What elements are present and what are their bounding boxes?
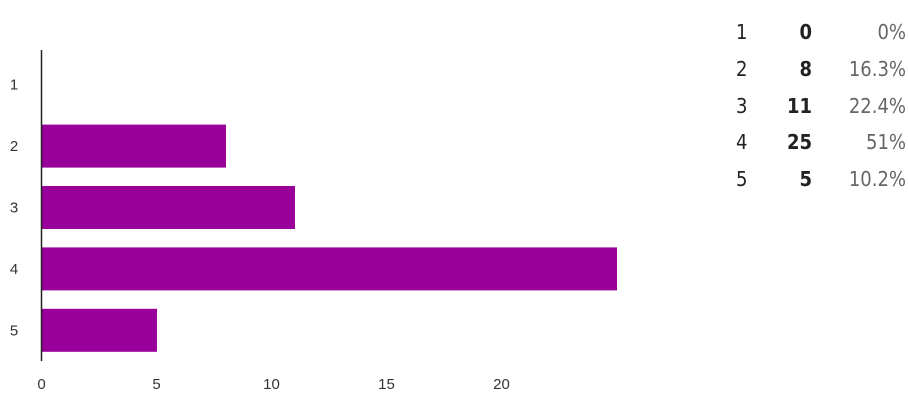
summary-rating: 2 (736, 57, 748, 82)
summary-percent: 10.2% (848, 167, 906, 192)
y-tick-label: 2 (10, 138, 18, 155)
summary-percent: 51% (866, 130, 906, 155)
summary-count: 8 (799, 57, 812, 82)
summary-percent: 0% (877, 20, 906, 45)
summary-rating: 5 (736, 167, 748, 192)
bar-3 (42, 186, 295, 229)
summary-rating: 4 (736, 130, 748, 155)
x-tick-label: 5 (152, 376, 160, 393)
summary-count: 11 (786, 93, 812, 118)
bar-5 (42, 308, 157, 352)
y-tick-labels: 1 2 3 4 5 (10, 77, 18, 340)
summary-row: 5 5 10.2% (730, 161, 906, 198)
x-tick-label: 15 (378, 376, 395, 393)
summary-row: 3 11 22.4% (730, 87, 906, 124)
x-tick-label: 20 (493, 376, 510, 393)
bar-2 (42, 124, 226, 168)
bar-4 (42, 247, 617, 291)
summary-count: 0 (799, 20, 812, 45)
x-tick-labels: 0 5 10 15 20 (37, 376, 510, 393)
summary-percent: 22.4% (848, 93, 906, 118)
summary-count: 5 (799, 167, 812, 192)
y-tick-label: 3 (10, 200, 18, 217)
x-tick-label: 0 (37, 376, 45, 393)
bars-layer (42, 124, 617, 352)
bar-chart: 1 2 3 4 5 0 5 10 15 20 (10, 50, 617, 393)
summary-percent: 16.3% (848, 57, 906, 82)
summary-rating: 3 (736, 93, 748, 118)
x-tick-label: 10 (263, 376, 280, 393)
y-tick-label: 1 (10, 77, 18, 94)
summary-row: 1 0 0% (730, 14, 906, 51)
summary-count: 25 (786, 130, 812, 155)
y-tick-label: 5 (10, 322, 18, 339)
summary-table: 1 0 0% 2 8 16.3% 3 11 22.4% 4 25 51% 5 5… (730, 14, 906, 197)
summary-rating: 1 (736, 20, 748, 45)
summary-row: 2 8 16.3% (730, 51, 906, 88)
y-tick-label: 4 (10, 261, 18, 278)
summary-row: 4 25 51% (730, 124, 906, 161)
